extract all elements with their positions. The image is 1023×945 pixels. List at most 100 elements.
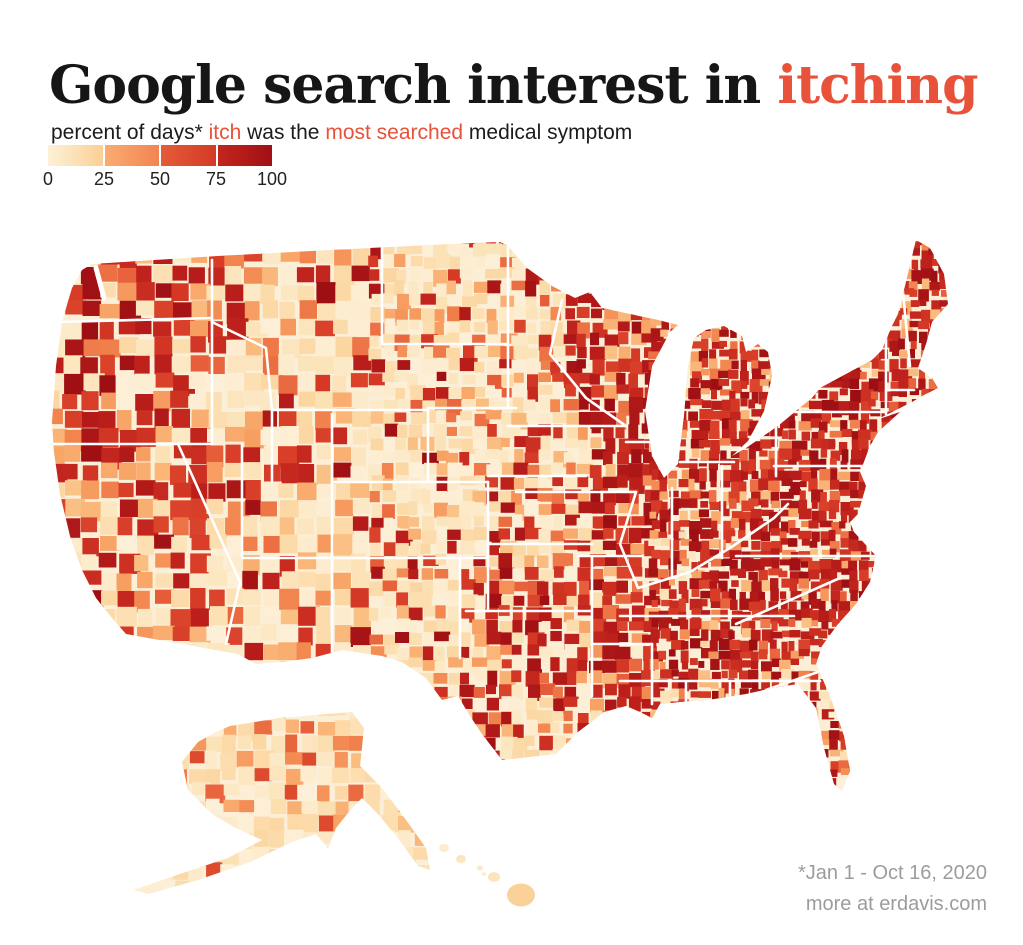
legend-segment-25-50 [104, 145, 159, 166]
county-cell [335, 720, 351, 740]
county-cell [118, 696, 137, 717]
county-cell [498, 516, 513, 527]
county-cell [898, 369, 913, 380]
county-cell [397, 516, 410, 529]
county-cell [919, 741, 929, 755]
county-cell [689, 578, 703, 590]
county-cell [565, 477, 579, 492]
county-cell [828, 730, 840, 741]
county-cell [288, 914, 308, 933]
county-cell [567, 670, 577, 685]
county-cell [770, 492, 780, 504]
county-cell [749, 379, 763, 393]
county-cell [740, 680, 752, 688]
county-cell [701, 331, 711, 339]
county-cell [789, 379, 803, 388]
county-cell [908, 368, 919, 377]
county-cell [800, 329, 810, 336]
county-cell [101, 572, 120, 591]
county-cell [740, 722, 749, 735]
county-cell [423, 462, 438, 474]
county-cell [739, 741, 751, 751]
county-cell [501, 412, 513, 425]
county-cell [751, 809, 760, 820]
county-cell [948, 429, 958, 440]
county-cell [651, 449, 660, 457]
county-cell [831, 641, 839, 651]
county-cell [409, 244, 423, 254]
county-cell [128, 894, 147, 911]
county-cell [472, 490, 489, 506]
county-cell [297, 373, 315, 396]
county-cell [961, 421, 972, 429]
county-cell [689, 598, 703, 610]
county-cell [381, 658, 391, 676]
county-cell [539, 762, 554, 777]
county-cell [741, 329, 754, 341]
county-cell [334, 517, 355, 537]
county-cell [878, 750, 888, 762]
county-cell [840, 690, 850, 705]
county-cell [910, 800, 919, 813]
county-cell [818, 610, 831, 622]
county-cell [526, 802, 541, 814]
county-cell [678, 598, 686, 613]
county-cell [780, 811, 788, 821]
county-cell [463, 345, 478, 363]
county-cell [968, 768, 982, 779]
county-cell [459, 672, 469, 685]
county-cell [971, 669, 981, 678]
county-cell [728, 749, 743, 758]
county-cell [690, 658, 698, 665]
county-cell [868, 478, 879, 486]
county-cell [526, 361, 540, 378]
county-cell [909, 480, 919, 491]
county-cell [861, 528, 874, 538]
county-cell [850, 771, 859, 782]
county-cell [423, 555, 439, 566]
county-cell [750, 228, 761, 234]
county-cell [800, 678, 810, 690]
county-cell [710, 701, 723, 709]
county-cell [678, 318, 691, 327]
county-cell [459, 307, 471, 322]
county-cell [651, 600, 658, 607]
county-cell [969, 249, 978, 258]
county-cell [818, 721, 827, 732]
county-cell [435, 750, 451, 764]
county-cell [710, 300, 719, 310]
county-cell [788, 538, 798, 547]
county-cell [779, 659, 791, 671]
county-cell [191, 680, 210, 702]
county-cell [849, 620, 858, 634]
county-cell [152, 500, 173, 517]
county-cell [628, 696, 641, 712]
county-cell [422, 308, 435, 322]
county-cell [603, 319, 620, 330]
county-cell [940, 361, 948, 374]
county-cell [679, 549, 687, 562]
county-cell [840, 591, 847, 602]
county-cell [592, 725, 608, 740]
county-cell [80, 715, 98, 734]
county-cell [780, 400, 788, 408]
county-cell [798, 809, 810, 817]
county-cell [910, 408, 925, 420]
county-cell [617, 696, 627, 708]
county-cell [678, 400, 691, 409]
county-cell [408, 569, 419, 580]
county-cell [371, 659, 385, 674]
county-cell [889, 711, 897, 719]
county-cell [550, 307, 562, 321]
county-cell [335, 499, 354, 517]
county-cell [52, 499, 68, 517]
county-cell [413, 815, 427, 831]
county-cell [941, 661, 948, 670]
county-cell [731, 481, 743, 492]
county-cell [770, 548, 780, 561]
county-cell [960, 230, 971, 238]
county-cell [525, 671, 540, 687]
county-cell [938, 379, 948, 393]
county-cell [577, 660, 587, 674]
county-cell [928, 779, 939, 789]
